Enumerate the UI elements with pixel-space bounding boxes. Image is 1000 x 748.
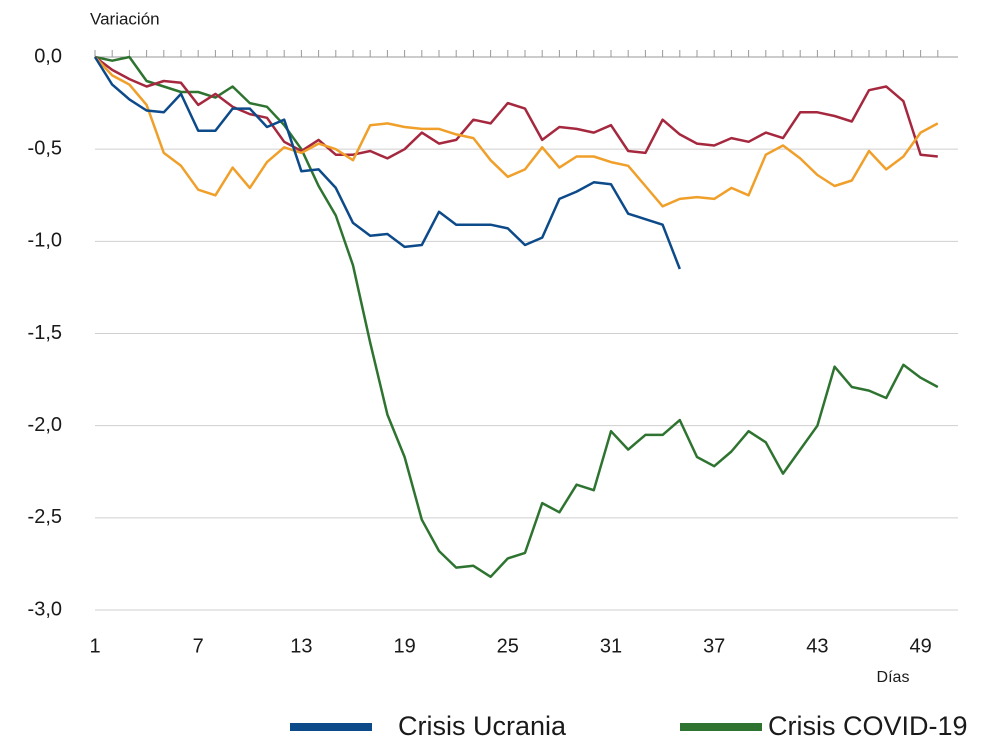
x-tick-label: 1: [89, 635, 100, 657]
x-tick-label: 37: [703, 635, 725, 657]
series-line: [94, 55, 939, 579]
y-tick-label: -1,5: [28, 322, 62, 344]
x-tick-label: 43: [806, 635, 828, 657]
series-line: [93, 56, 681, 270]
y-tick-label: -1,0: [28, 230, 62, 252]
series-line: [94, 56, 939, 208]
x-axis-label: Días: [877, 669, 910, 686]
y-tick-label: -0,5: [28, 137, 62, 159]
y-axis-label: Variación: [90, 9, 160, 28]
x-tick-label: 7: [193, 635, 204, 657]
x-tick-label: 31: [600, 635, 622, 657]
y-tick-label: -2,5: [28, 506, 62, 528]
legend-label: Crisis Ucrania: [398, 711, 567, 741]
x-tick-label: 19: [393, 635, 415, 657]
series-line: [94, 56, 938, 160]
legend-label: Crisis COVID-19: [768, 711, 968, 741]
x-tick-label: 13: [290, 635, 312, 657]
y-tick-label: 0,0: [34, 45, 62, 67]
x-tick-label: 49: [909, 635, 931, 657]
x-tick-label: 25: [497, 635, 519, 657]
y-tick-label: -2,0: [28, 414, 62, 436]
y-tick-label: -3,0: [28, 598, 62, 620]
